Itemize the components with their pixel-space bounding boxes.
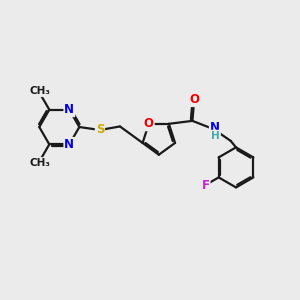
Text: S: S xyxy=(96,124,104,136)
Text: N: N xyxy=(64,138,74,151)
Text: N: N xyxy=(210,122,220,134)
Text: H: H xyxy=(211,130,220,141)
Text: CH₃: CH₃ xyxy=(30,158,51,168)
Text: O: O xyxy=(189,93,199,106)
Text: O: O xyxy=(144,117,154,130)
Text: F: F xyxy=(202,179,210,192)
Text: N: N xyxy=(64,103,74,116)
Text: CH₃: CH₃ xyxy=(30,86,51,96)
